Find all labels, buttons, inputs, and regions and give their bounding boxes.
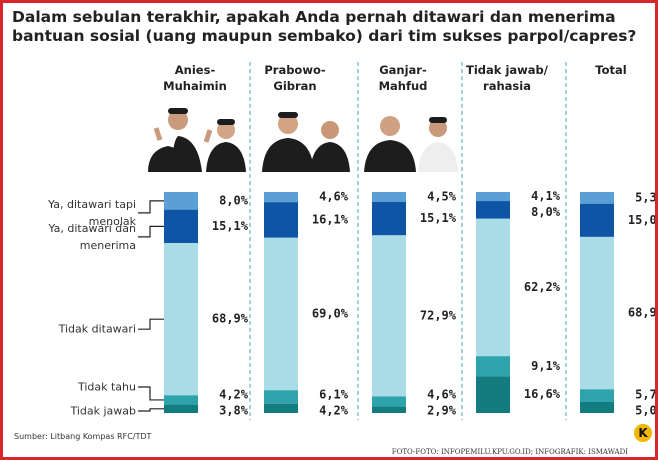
bar-segment [264, 390, 298, 404]
bar-segment [164, 243, 198, 396]
value-label: 8,0% [219, 193, 249, 207]
value-label: 4,5% [427, 189, 457, 203]
column-header: Tidak jawab/ rahasia [466, 63, 548, 93]
bar-segment [164, 192, 198, 210]
value-label: 15,0% [628, 213, 658, 227]
value-label: 68,9% [628, 306, 658, 320]
bar-segment [476, 192, 510, 202]
bar-segment [372, 192, 406, 202]
legend-label: Ya, ditawari tapi menolak [48, 197, 136, 228]
bar-segment [164, 404, 198, 413]
value-label: 4,2% [319, 404, 349, 418]
bar-segment [476, 201, 510, 219]
photos [148, 108, 458, 172]
legend-label: Tidak jawab [70, 404, 136, 418]
bar-segment [164, 209, 198, 244]
value-label: 4,6% [427, 388, 457, 402]
bar-segment [372, 201, 406, 236]
bar-segment [580, 389, 614, 402]
column-header: Ganjar-Mahfud [378, 63, 428, 93]
bar-segment [580, 192, 614, 204]
value-label: 16,1% [312, 212, 349, 226]
value-label: 16,6% [524, 387, 561, 401]
legend-leader [138, 225, 164, 238]
bar-segment [580, 236, 614, 390]
bar-segment [476, 356, 510, 377]
value-label: 5,0% [635, 404, 658, 418]
bar-segment [372, 396, 406, 407]
value-label: 4,6% [319, 190, 349, 204]
value-label: 3,8% [219, 404, 249, 418]
legend-leader [138, 318, 164, 330]
legend-label: Tidak ditawari [58, 322, 136, 336]
bar-segment [580, 401, 614, 413]
column-header: Total [595, 63, 627, 77]
bar-segment [264, 403, 298, 413]
column-header: Anies-Muhaimin [163, 63, 227, 93]
legend-leader [138, 408, 164, 412]
bar-segment [164, 395, 198, 405]
bar-segment [372, 235, 406, 397]
bar-segment [476, 376, 510, 413]
logo: K [634, 424, 652, 442]
value-label: 9,1% [531, 359, 561, 373]
legend-label: Ya, ditawari dan menerima [48, 221, 136, 252]
value-label: 69,0% [312, 306, 349, 320]
value-label: 4,1% [531, 189, 561, 203]
bar-segment [264, 237, 298, 391]
credit: FOTO-FOTO: INFOPEMILU.KPU.GO.ID; INFOGRA… [391, 448, 628, 456]
value-label: 62,2% [524, 280, 561, 294]
value-label: 72,9% [420, 308, 457, 322]
column-header: Prabowo-Gibran [264, 63, 326, 93]
source: Sumber: Litbang Kompas RFC/TDT [14, 432, 152, 441]
bar-segment [264, 202, 298, 238]
value-label: 8,0% [531, 205, 561, 219]
value-label: 6,1% [319, 388, 349, 402]
bar-segment [372, 406, 406, 413]
bar-segment [476, 218, 510, 357]
legend-leader [138, 200, 164, 214]
value-label: 15,1% [420, 211, 457, 225]
bar-segment [580, 203, 614, 237]
legend-label: Tidak tahu [77, 380, 136, 394]
value-label: 4,2% [219, 388, 249, 402]
value-label: 5,7% [635, 388, 658, 402]
value-label: 2,9% [427, 404, 457, 418]
value-label: 15,1% [212, 219, 249, 233]
chart-title: Dalam sebulan terakhir, apakah Anda pern… [12, 8, 637, 45]
bar-segment [264, 192, 298, 203]
value-label: 68,9% [212, 312, 249, 326]
legend-leader [138, 386, 164, 401]
value-label: 5,3% [635, 190, 658, 204]
